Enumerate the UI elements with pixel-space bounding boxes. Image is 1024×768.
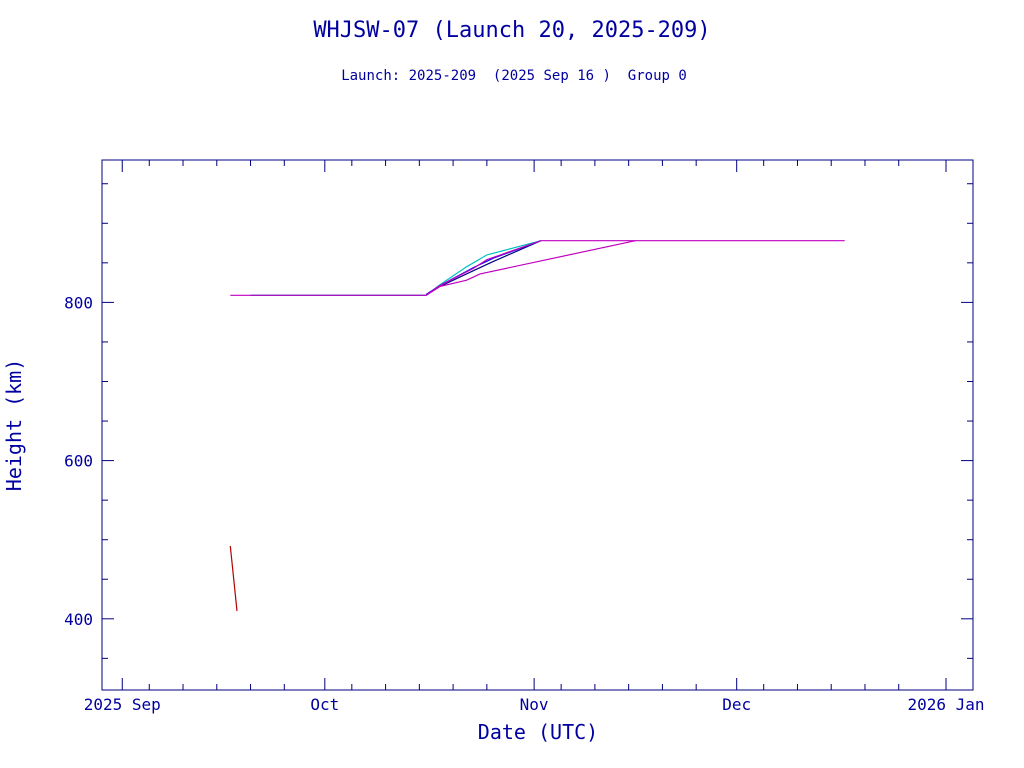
- y-tick-label: 800: [64, 293, 93, 312]
- y-tick-labels: 400 600 800: [64, 293, 93, 628]
- series-line: [250, 240, 542, 296]
- x-tick-label: Oct: [310, 695, 339, 714]
- series-line: [230, 240, 845, 296]
- series-lines: [229, 240, 845, 611]
- x-tick-label: Dec: [722, 695, 751, 714]
- y-tick-label: 600: [64, 452, 93, 471]
- chart-title: WHJSW-07 (Launch 20, 2025-209): [313, 18, 710, 43]
- axis-ticks: [102, 160, 974, 690]
- x-tick-label: 2025 Sep: [84, 695, 161, 714]
- x-tick-label: Nov: [520, 695, 549, 714]
- x-tick-label: 2026 Jan: [907, 695, 984, 714]
- y-tick-label: 400: [64, 610, 93, 629]
- x-axis-label: Date (UTC): [478, 720, 598, 744]
- plot-frame: [101, 159, 974, 691]
- series-line: [250, 240, 542, 296]
- y-axis-label: Height (km): [2, 359, 26, 491]
- series-line: [229, 545, 238, 611]
- series-line: [425, 240, 636, 296]
- chart-subtitle: Launch: 2025-209 (2025 Sep 16 ) Group 0: [341, 68, 687, 84]
- x-tick-labels: 2025 Sep Oct Nov Dec 2026 Jan: [84, 695, 985, 714]
